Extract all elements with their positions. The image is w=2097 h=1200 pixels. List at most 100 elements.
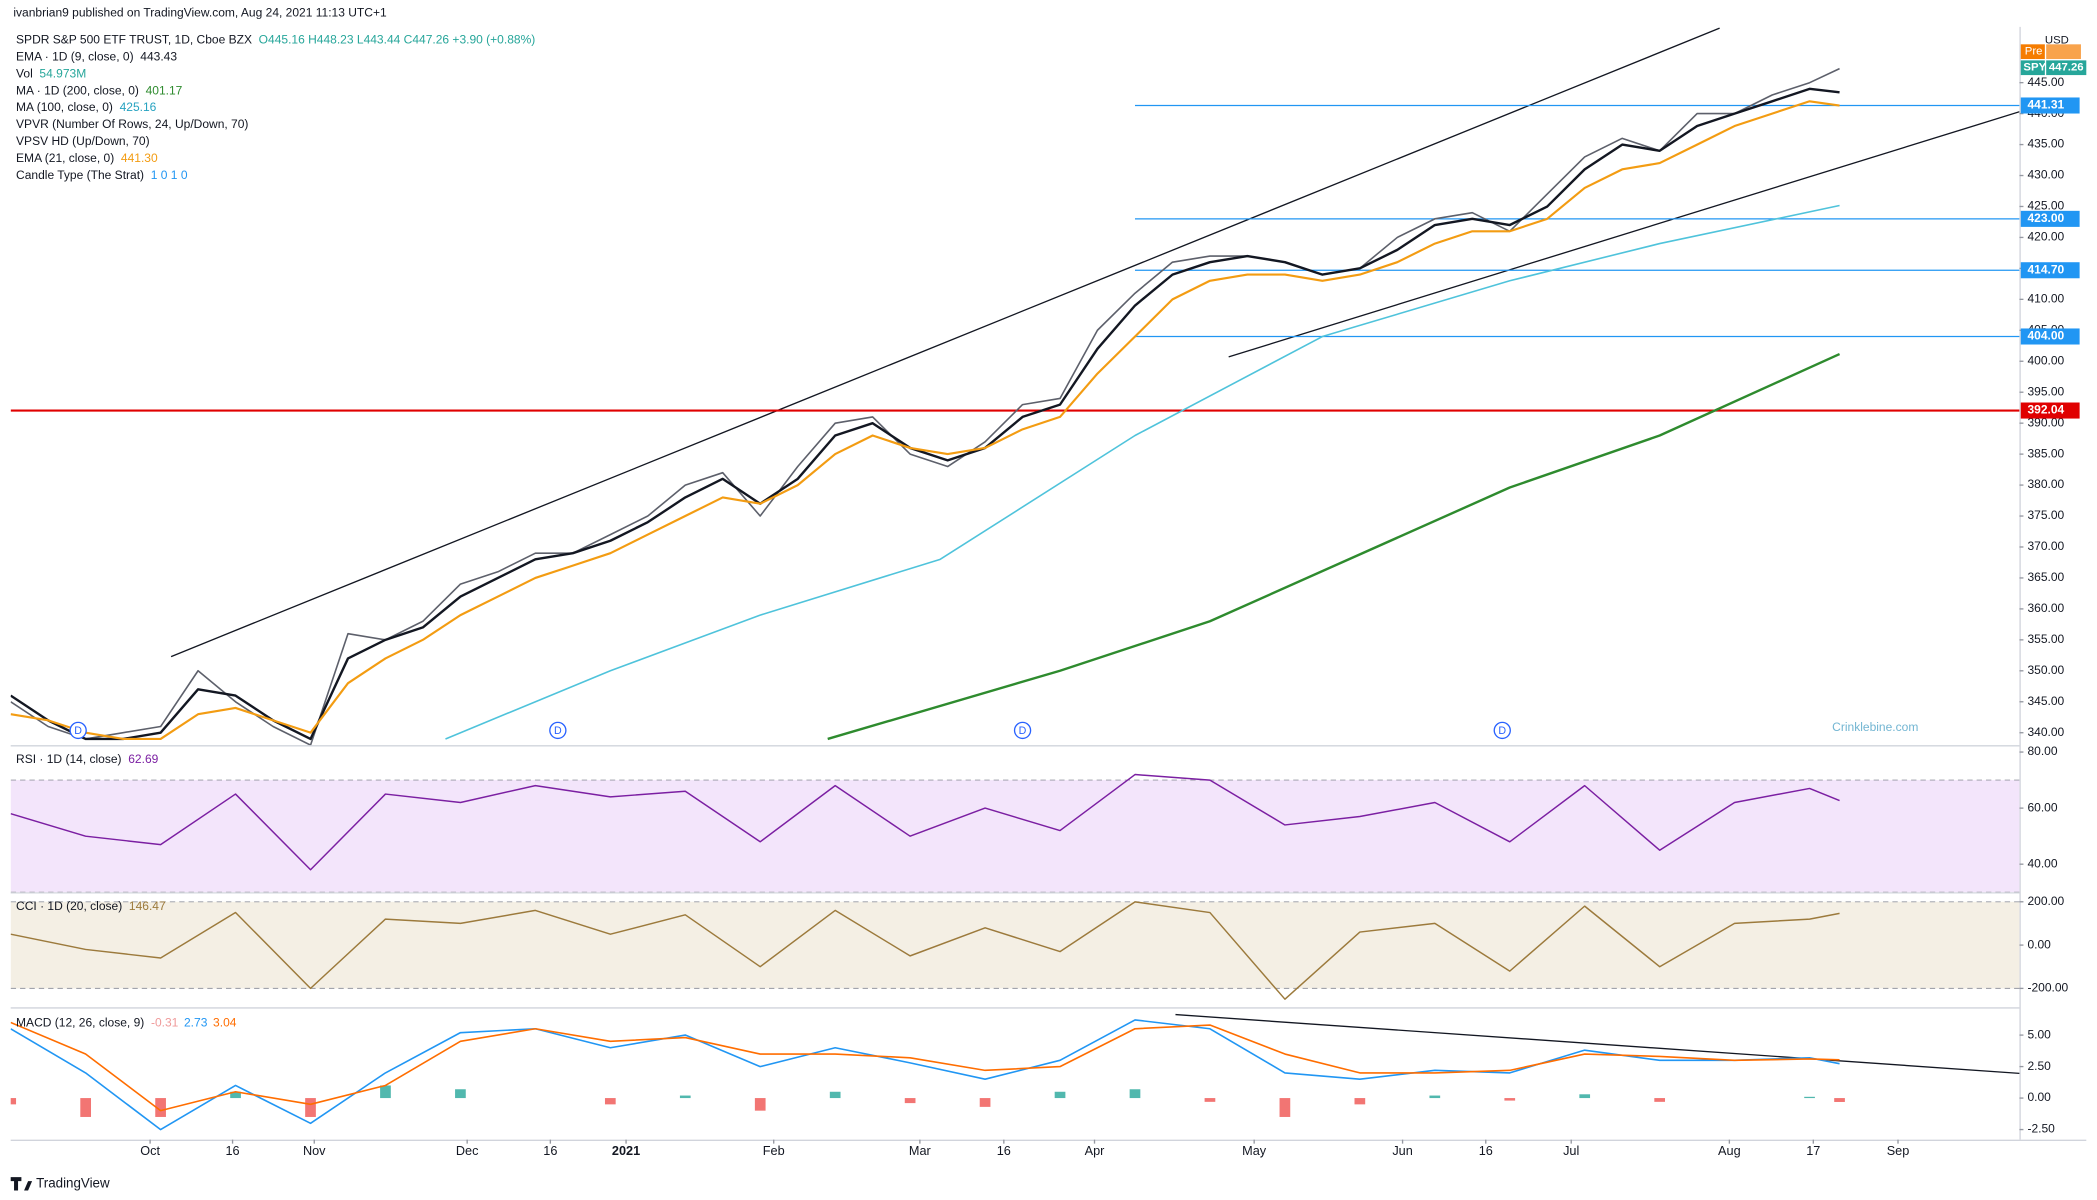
price-level-badge [2020, 262, 2080, 279]
legend-entry: 3.04 [213, 1015, 237, 1029]
y-tick-label: 425.00 [2027, 199, 2064, 213]
histogram-bar [1834, 1098, 1845, 1102]
series-line [10, 100, 1840, 741]
histogram-bar [80, 1098, 92, 1117]
brand-name: TradingView [36, 1175, 110, 1190]
x-tick-label: Nov [303, 1144, 326, 1158]
band [10, 901, 2020, 989]
legend-label: MA · 1D (200, close, 0) [16, 83, 139, 97]
legend-entry: EMA · 1D (9, close, 0) 443.43 [16, 49, 177, 63]
y-tick-label: 80.00 [2027, 744, 2057, 758]
histogram-bar [1354, 1098, 1366, 1105]
histogram-bar [1129, 1089, 1141, 1099]
y-tick-label: 360.00 [2027, 601, 2064, 615]
y-tick-label: -200.00 [2027, 981, 2068, 995]
histogram-bar [1204, 1098, 1216, 1102]
legend-value: 3.04 [213, 1015, 237, 1029]
band [10, 780, 2020, 893]
series-line [827, 352, 1841, 741]
logo-mark [10, 1177, 33, 1191]
histogram-bar [1504, 1098, 1516, 1101]
price-level-badge [2020, 328, 2080, 345]
y-tick-label: 410.00 [2027, 292, 2064, 306]
legend-value: O445.16 H448.23 L443.44 C447.26 +3.90 (+… [259, 32, 536, 46]
price-level-label: 441.31 [2027, 98, 2064, 112]
legend-label: VPVR (Number Of Rows, 24, Up/Down, 70) [16, 117, 248, 131]
x-tick-label: Oct [140, 1144, 160, 1158]
badge-bg [2046, 60, 2087, 76]
y-tick-label: 420.00 [2027, 230, 2064, 244]
legend-label: SPDR S&P 500 ETF TRUST, 1D, Cboe BZX [16, 32, 252, 46]
histogram-bar [1054, 1091, 1066, 1099]
y-tick-label: 0.00 [2027, 937, 2051, 951]
x-tick-label: Aug [1718, 1144, 1741, 1158]
x-tick-label: Jul [1563, 1144, 1579, 1158]
legend-value: 62.69 [128, 752, 158, 766]
legend-value: 146.47 [129, 899, 166, 913]
pane [10, 27, 2020, 746]
legend-label: EMA (21, close, 0) [16, 151, 114, 165]
legend-entry: VPSV HD (Up/Down, 70) [16, 134, 150, 148]
histogram-bar [1654, 1098, 1666, 1102]
legend-value: 401.17 [146, 83, 183, 97]
badge-label: 447.26 [2049, 62, 2084, 74]
price-level-label: 392.04 [2027, 403, 2064, 417]
series-line [445, 204, 1840, 740]
pane [10, 773, 2020, 893]
y-tick-label: 380.00 [2027, 477, 2064, 491]
legend-value: -0.31 [151, 1015, 179, 1029]
y-tick-label: 435.00 [2027, 137, 2064, 151]
histogram-bar [754, 1098, 766, 1111]
y-tick-label: 370.00 [2027, 539, 2064, 553]
x-tick-label: Mar [909, 1144, 932, 1158]
y-tick-label: 365.00 [2027, 570, 2064, 584]
y-tick-label: 390.00 [2027, 415, 2064, 429]
legend-value: 441.30 [121, 151, 158, 165]
histogram-bar [1804, 1096, 1815, 1099]
dividend-label: D [1019, 725, 1027, 737]
histogram-bar [1279, 1098, 1291, 1117]
legend-label: MACD (12, 26, close, 9) [16, 1015, 144, 1029]
x-tick-label: 16 [225, 1144, 239, 1158]
dividend-label: D [74, 725, 82, 737]
x-tick-label: 16 [543, 1144, 557, 1158]
x-tick-label: Feb [763, 1144, 785, 1158]
published-note: ivanbrian9 published on TradingView.com,… [13, 6, 387, 20]
histogram-bar [1429, 1095, 1441, 1099]
y-tick-label: 395.00 [2027, 384, 2064, 398]
badge-bg [2020, 60, 2045, 76]
x-tick-label: Sep [1887, 1144, 1910, 1158]
dividend-marker [549, 721, 567, 740]
watermark: Crinklebine.com [1832, 720, 1918, 734]
histogram-bar [380, 1085, 391, 1099]
trendline [170, 27, 1720, 658]
legend-entry: RSI · 1D (14, close) 62.69 [16, 752, 159, 766]
histogram-bar [979, 1098, 991, 1107]
series-line [10, 773, 1840, 871]
x-tick-label: 2021 [612, 1144, 640, 1158]
x-tick-label: May [1242, 1144, 1267, 1158]
legend-entry: Candle Type (The Strat) 1 0 1 0 [16, 168, 188, 182]
legend-entry: MA · 1D (200, close, 0) 401.17 [16, 83, 183, 97]
y-tick-label: 40.00 [2027, 856, 2057, 870]
dividend-marker [1013, 721, 1032, 740]
price-level-badge [2020, 210, 2080, 227]
trendline [1175, 1013, 2020, 1075]
legend-entry: CCI · 1D (20, close) 146.47 [16, 899, 166, 913]
legend-label: EMA · 1D (9, close, 0) [16, 49, 134, 63]
legend-entry: Vol 54.973M [16, 66, 86, 80]
legend-label: CCI · 1D (20, close) [16, 899, 122, 913]
legend-entry: MACD (12, 26, close, 9) -0.31 [16, 1015, 179, 1029]
histogram-bar [155, 1098, 166, 1117]
y-tick-label: 375.00 [2027, 508, 2064, 522]
legend-entry: SPDR S&P 500 ETF TRUST, 1D, Cboe BZX O445… [16, 32, 535, 46]
badge-label: SPY [2023, 62, 2046, 74]
x-tick-label: Jun [1392, 1144, 1412, 1158]
legend-entry: VPVR (Number Of Rows, 24, Up/Down, 70) [16, 117, 248, 131]
x-tick-label: 16 [997, 1144, 1011, 1158]
price-level-label: 404.00 [2027, 329, 2064, 343]
price-level-badge [2020, 97, 2080, 114]
series-line [10, 1019, 1840, 1131]
y-tick-label: 60.00 [2027, 800, 2057, 814]
y-tick-label: 0.00 [2027, 1090, 2051, 1104]
